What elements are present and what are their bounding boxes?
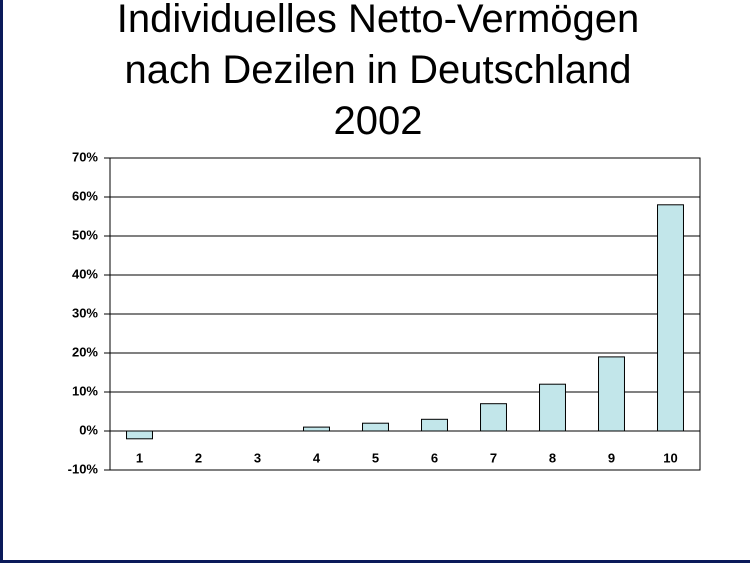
y-tick-label: 30% — [72, 305, 98, 320]
x-tick-label: 2 — [195, 450, 202, 465]
y-tick-label: 60% — [72, 188, 98, 203]
x-tick-label: 5 — [372, 450, 379, 465]
y-tick-label: 10% — [72, 383, 98, 398]
y-tick-label: -10% — [68, 461, 99, 476]
x-tick-label: 4 — [313, 450, 321, 465]
y-tick-label: 0% — [79, 422, 98, 437]
y-tick-label: 40% — [72, 266, 98, 281]
y-tick-label: 70% — [72, 149, 98, 164]
bar — [362, 422, 389, 432]
plot-border — [109, 157, 701, 471]
bar — [598, 356, 625, 432]
x-tick-label: 3 — [254, 450, 261, 465]
x-tick-label: 6 — [431, 450, 438, 465]
x-tick-label: 7 — [490, 450, 497, 465]
bar — [480, 403, 507, 432]
x-tick-label: 1 — [136, 450, 143, 465]
bar — [303, 426, 330, 432]
x-tick-label: 10 — [663, 450, 677, 465]
bar — [126, 430, 153, 440]
x-tick-label: 9 — [608, 450, 615, 465]
chart: -10% 0% 10% 20% 30% 40% 50% 60% 70% 1 2 3 4 5 6 7 8 9 10 — [68, 149, 701, 476]
x-tick-label: 8 — [549, 450, 556, 465]
bar — [539, 383, 566, 432]
y-tick-label: 50% — [72, 227, 98, 242]
bar — [657, 204, 684, 432]
bar — [421, 418, 448, 432]
y-tick-label: 20% — [72, 344, 98, 359]
chart-title: Individuelles Netto-Vermögen nach Dezile… — [116, 0, 640, 143]
